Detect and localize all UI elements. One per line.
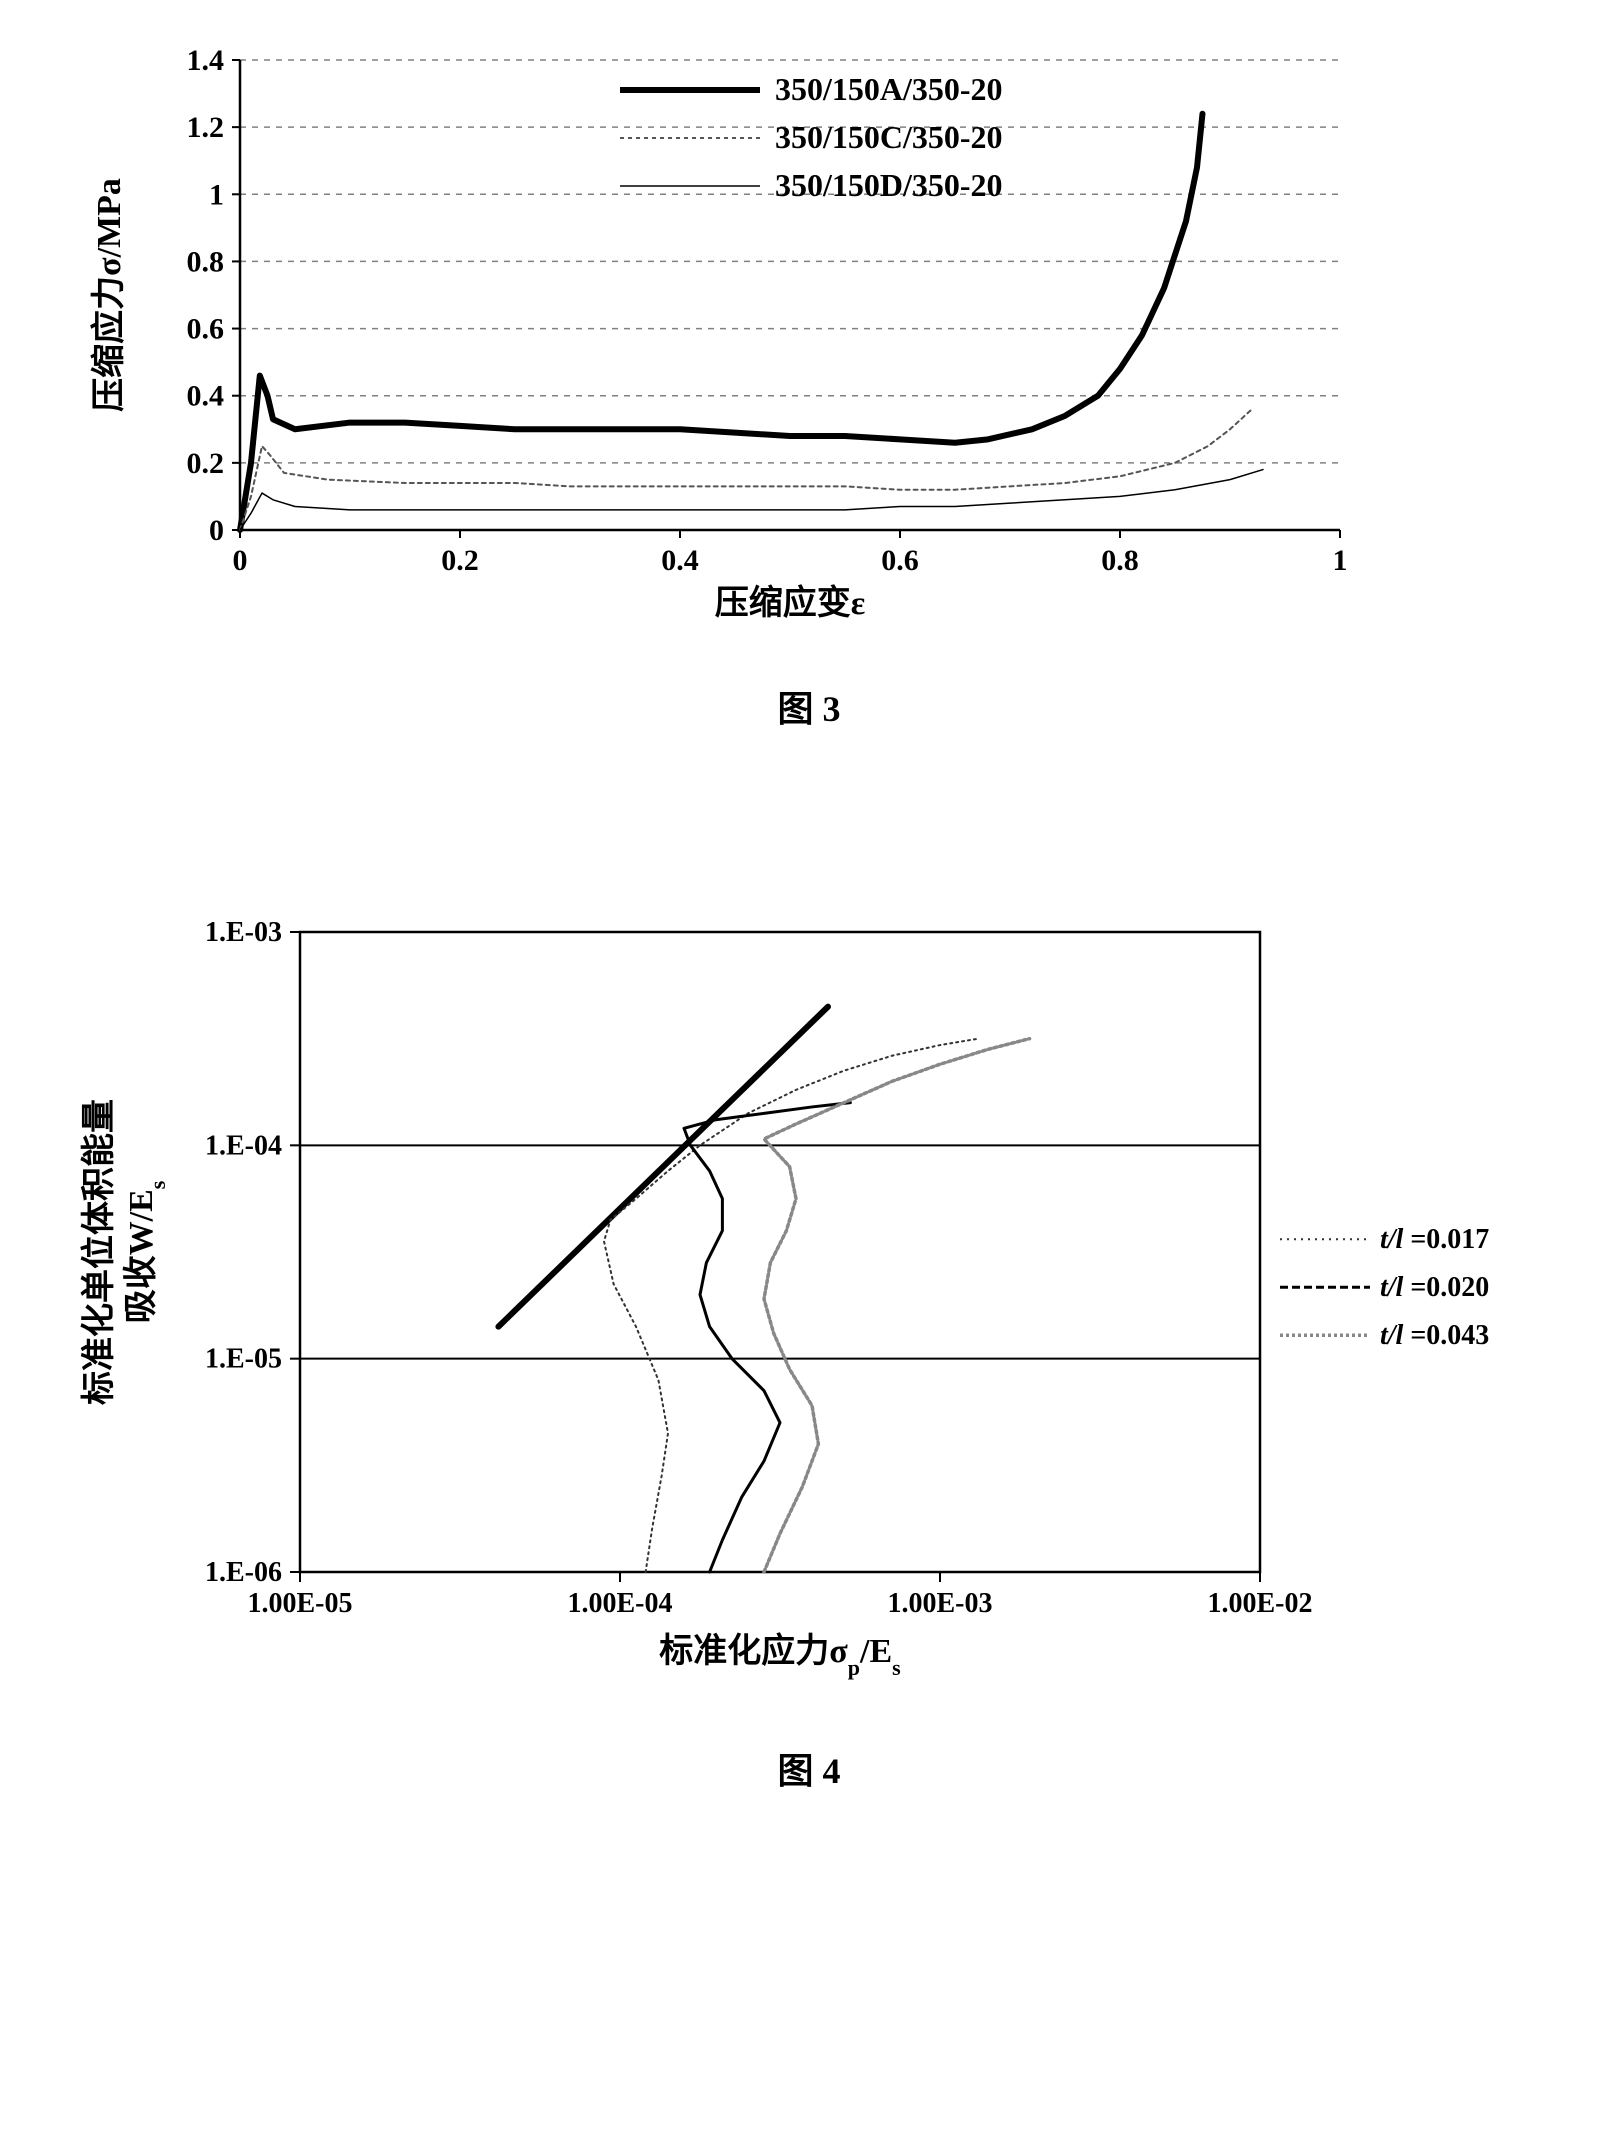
svg-text:t/l =0.017: t/l =0.017 <box>1380 1224 1489 1255</box>
svg-text:0.4: 0.4 <box>187 380 225 413</box>
svg-text:0.8: 0.8 <box>187 245 225 278</box>
svg-text:1.00E-05: 1.00E-05 <box>248 1588 353 1619</box>
svg-text:0: 0 <box>209 514 224 547</box>
svg-text:1.E-05: 1.E-05 <box>205 1344 282 1375</box>
svg-text:吸收W/Es: 吸收W/Es <box>122 1180 170 1323</box>
figure-3-caption: 图 3 <box>40 680 1578 732</box>
figure-4-caption: 图 4 <box>40 1742 1578 1794</box>
svg-text:t/l =0.020: t/l =0.020 <box>1380 1272 1489 1303</box>
svg-text:1.00E-04: 1.00E-04 <box>568 1588 673 1619</box>
svg-text:0.2: 0.2 <box>441 544 479 577</box>
svg-text:t/l =0.043: t/l =0.043 <box>1380 1320 1489 1351</box>
svg-text:1.E-06: 1.E-06 <box>205 1557 282 1588</box>
svg-text:350/150C/350-20: 350/150C/350-20 <box>775 119 1003 155</box>
svg-text:350/150A/350-20: 350/150A/350-20 <box>775 71 1003 107</box>
svg-text:1.00E-02: 1.00E-02 <box>1208 1588 1313 1619</box>
svg-text:1: 1 <box>1333 544 1348 577</box>
svg-text:1: 1 <box>209 178 224 211</box>
figure-3-chart: 0 0.2 0.4 0.6 0.8 1 1.2 1.4 0 0.2 0.4 0.6 0.8 1 350/15… <box>40 40 1578 620</box>
svg-text:0.4: 0.4 <box>661 544 699 577</box>
svg-text:压缩应变ε: 压缩应变ε <box>715 584 866 620</box>
figure-3-svg: 0 0.2 0.4 0.6 0.8 1 1.2 1.4 0 0.2 0.4 0.6 0.8 1 350/15… <box>40 40 1380 620</box>
svg-text:1.00E-03: 1.00E-03 <box>888 1588 993 1619</box>
figure-3: 0 0.2 0.4 0.6 0.8 1 1.2 1.4 0 0.2 0.4 0.6 0.8 1 350/15… <box>40 40 1578 732</box>
svg-text:标准化单位体积能量: 标准化单位体积能量 <box>80 1099 118 1405</box>
svg-text:1.E-03: 1.E-03 <box>205 917 282 948</box>
svg-text:标准化应力σp/Es: 标准化应力σp/Es <box>659 1632 901 1680</box>
svg-text:0.2: 0.2 <box>187 447 225 480</box>
figure-4: 1.00E-05 1.00E-04 1.00E-03 1.00E-02 1.E-06 1.… <box>40 912 1578 1794</box>
svg-text:0: 0 <box>233 544 248 577</box>
svg-text:0.6: 0.6 <box>881 544 919 577</box>
svg-text:350/150D/350-20: 350/150D/350-20 <box>775 167 1003 203</box>
svg-text:1.4: 1.4 <box>187 44 225 77</box>
figure-4-chart: 1.00E-05 1.00E-04 1.00E-03 1.00E-02 1.E-06 1.… <box>40 912 1578 1682</box>
svg-text:1.E-04: 1.E-04 <box>205 1130 282 1161</box>
svg-text:压缩应力σ/MPa: 压缩应力σ/MPa <box>90 178 128 412</box>
figure-4-svg: 1.00E-05 1.00E-04 1.00E-03 1.00E-02 1.E-06 1.… <box>40 912 1560 1682</box>
svg-text:1.2: 1.2 <box>187 111 225 144</box>
svg-text:0.6: 0.6 <box>187 313 225 346</box>
svg-text:0.8: 0.8 <box>1101 544 1139 577</box>
